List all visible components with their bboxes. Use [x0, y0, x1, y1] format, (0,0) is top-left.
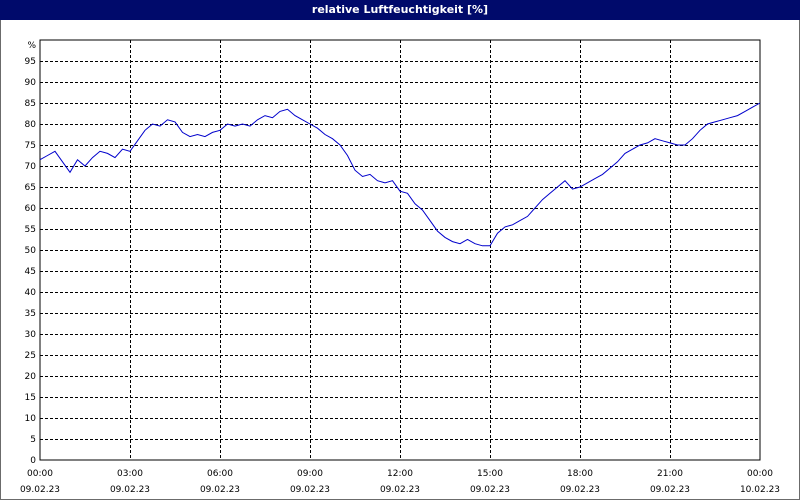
y-tick-label: 60 [25, 204, 37, 214]
x-tick-time: 15:00 [477, 469, 503, 479]
x-tick-time: 03:00 [117, 469, 143, 479]
x-tick-date: 10.02.23 [740, 485, 780, 495]
x-tick-date: 09.02.23 [470, 485, 510, 495]
y-tick-label: 20 [25, 372, 37, 382]
y-tick-label: 15 [25, 393, 36, 403]
y-tick-label: 90 [25, 78, 37, 88]
y-tick-label: 70 [25, 162, 37, 172]
x-tick-date: 09.02.23 [380, 485, 420, 495]
y-axis-unit: % [27, 41, 36, 51]
y-tick-label: 35 [25, 309, 36, 319]
y-tick-label: 40 [25, 288, 37, 298]
x-tick-time: 00:00 [747, 469, 773, 479]
humidity-series-line [39, 102, 761, 247]
y-axis-ticks: 0 5 10 15 20 25 30 35 40 45 50 55 60 65 70 75 80 85 90 95 [25, 57, 37, 466]
x-tick-date: 09.02.23 [200, 485, 240, 495]
y-tick-label: 80 [25, 120, 37, 130]
x-tick-time: 06:00 [207, 469, 233, 479]
y-tick-label: 75 [25, 141, 36, 151]
y-tick-label: 5 [30, 435, 36, 445]
x-tick-date: 09.02.23 [560, 485, 600, 495]
y-tick-label: 30 [25, 330, 37, 340]
x-tick-date: 09.02.23 [650, 485, 690, 495]
y-tick-label: 65 [25, 183, 36, 193]
y-tick-label: 85 [25, 99, 36, 109]
x-tick-date: 09.02.23 [20, 485, 60, 495]
x-tick-time: 18:00 [567, 469, 593, 479]
y-tick-label: 55 [25, 225, 36, 235]
y-tick-label: 45 [25, 267, 36, 277]
x-tick-time: 09:00 [297, 469, 323, 479]
x-axis-ticks: 00:00 09.02.23 03:00 09.02.23 06:00 09.02.23 0… [20, 469, 780, 495]
x-tick-time: 00:00 [27, 469, 53, 479]
y-tick-label: 25 [25, 351, 36, 361]
x-tick-date: 09.02.23 [110, 485, 150, 495]
y-tick-label: 10 [25, 414, 37, 424]
y-tick-label: 95 [25, 57, 36, 67]
y-tick-label: 0 [30, 456, 36, 466]
x-tick-time: 21:00 [657, 469, 683, 479]
x-tick-time: 12:00 [387, 469, 413, 479]
y-tick-label: 50 [25, 246, 37, 256]
x-tick-date: 09.02.23 [290, 485, 330, 495]
grid-lines [40, 40, 760, 460]
chart-title: relative Luftfeuchtigkeit [%] [0, 0, 800, 20]
